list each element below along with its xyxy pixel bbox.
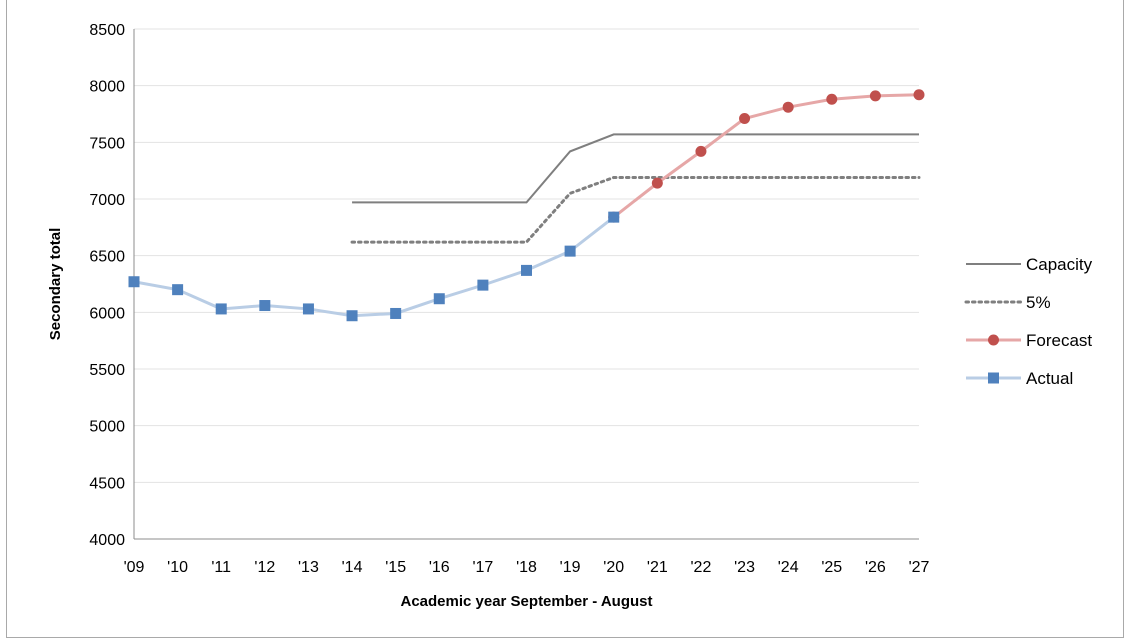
data-point-actual [215, 303, 227, 315]
data-point-actual [521, 264, 532, 276]
y-tick-label: 6000 [89, 305, 125, 322]
x-tick-label: '26 [865, 559, 886, 576]
series-5 [350, 175, 921, 244]
series-line-capacity [352, 133, 919, 204]
gridlines [134, 28, 919, 483]
x-tick-label: '10 [167, 559, 188, 576]
series-line-forecast [612, 93, 920, 219]
x-tick-label: '21 [647, 559, 668, 576]
legend-marker-actual [988, 372, 999, 384]
x-tick-label: '12 [254, 559, 275, 576]
x-tick-label: '20 [603, 559, 624, 576]
data-point-actual [128, 276, 140, 288]
chart-frame [6, 0, 1124, 638]
data-point-forecast [869, 90, 881, 102]
legend: Capacity 5% Forecast Actual [964, 255, 1093, 388]
data-point-actual [477, 279, 489, 291]
data-point-actual [608, 211, 620, 223]
data-point-actual [346, 310, 358, 322]
data-point-actual [433, 293, 445, 305]
series-capacity [352, 133, 919, 204]
y-tick-label: 5000 [89, 419, 125, 436]
data-point-actual [172, 284, 184, 296]
legend-label-capacity: Capacity [1026, 255, 1093, 274]
legend-label-5: 5% [1026, 293, 1051, 312]
x-tick-label: '27 [909, 559, 930, 576]
y-tick-label: 5500 [89, 362, 125, 379]
data-point-actual [302, 303, 314, 315]
x-tick-label: '19 [560, 559, 581, 576]
y-tick-label: 7500 [89, 135, 125, 152]
data-point-forecast [782, 101, 794, 113]
series-actual [128, 211, 620, 322]
legend-label-actual: Actual [1026, 369, 1073, 388]
data-point-forecast [651, 177, 663, 189]
data-point-actual [390, 307, 402, 319]
legend-label-forecast: Forecast [1026, 331, 1092, 350]
x-tick-label: '09 [124, 559, 145, 576]
data-point-actual [564, 245, 576, 257]
y-axis-title: Secondary total [47, 228, 64, 341]
series-forecast [608, 89, 925, 223]
x-tick-label: '13 [298, 559, 319, 576]
series-line-actual [133, 215, 615, 318]
x-tick-label: '22 [691, 559, 712, 576]
y-tick-label: 8000 [89, 79, 125, 96]
x-tick-label: '15 [385, 559, 406, 576]
data-point-forecast [913, 89, 925, 101]
legend-marker-forecast [988, 334, 999, 346]
y-tick-label: 8500 [89, 22, 125, 39]
y-tick-label: 4500 [89, 475, 125, 492]
data-point-forecast [695, 145, 707, 157]
y-tick-label: 6500 [89, 249, 125, 266]
x-tick-label: '11 [211, 559, 231, 576]
data-point-forecast [826, 93, 838, 105]
series-line-5 [350, 175, 921, 244]
x-tick-label: '25 [821, 559, 842, 576]
x-tick-label: '23 [734, 559, 755, 576]
x-axis-title: Academic year September - August [400, 593, 652, 610]
x-tick-label: '24 [778, 559, 799, 576]
x-tick-label: '17 [472, 559, 493, 576]
data-point-actual [259, 300, 271, 312]
data-point-forecast [739, 113, 751, 125]
y-tick-label: 4000 [89, 532, 125, 549]
x-tick-label: '18 [516, 559, 537, 576]
x-tick-label: '16 [429, 559, 450, 576]
x-tick-label: '14 [342, 559, 363, 576]
y-tick-label: 7000 [89, 192, 125, 209]
